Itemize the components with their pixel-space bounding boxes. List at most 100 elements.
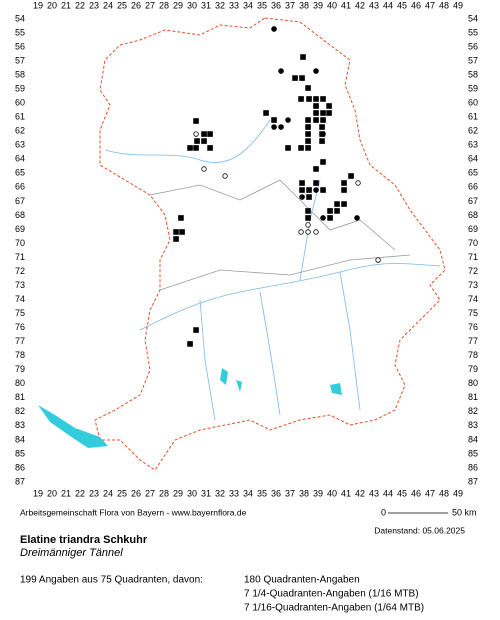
rivers (104, 119, 441, 421)
quadrant-record (299, 187, 305, 193)
sixteenth-record (375, 257, 381, 263)
sixteenth-record (201, 166, 207, 172)
row-label: 75 (15, 308, 25, 318)
column-label: 45 (397, 488, 407, 498)
species: Elatine triandra Schkuhr (20, 534, 148, 546)
quarter-record (313, 68, 319, 74)
quarter-record (278, 124, 284, 130)
column-label: 39 (313, 488, 323, 498)
quadrant-record (305, 208, 311, 214)
river (199, 299, 216, 421)
column-label: 44 (383, 0, 393, 10)
sixteenth-record (305, 222, 311, 228)
row-label: 63 (468, 140, 478, 150)
row-label: 82 (468, 406, 478, 416)
sixteenth-record (305, 229, 311, 235)
detail: 7 1/16-Quadranten-Angaben (1/64 MTB) (244, 603, 424, 614)
row-label: 64 (15, 154, 25, 164)
quarter-record (320, 215, 326, 221)
quadrant-record (306, 187, 312, 193)
column-label: 29 (173, 0, 183, 10)
column-label: 39 (313, 0, 323, 10)
quarter-record (299, 194, 305, 200)
row-label: 61 (468, 112, 478, 122)
row-label: 57 (15, 55, 25, 65)
row-label: 83 (15, 420, 25, 430)
column-label: 41 (341, 0, 351, 10)
column-label: 49 (453, 488, 463, 498)
quarter-record (285, 117, 291, 123)
credit: Arbeitsgemeinschaft Flora von Bayern - w… (20, 507, 247, 517)
row-label: 78 (468, 350, 478, 360)
column-label: 20 (47, 488, 57, 498)
row-label: 81 (15, 392, 25, 402)
quadrant-record (193, 327, 199, 333)
river (339, 271, 361, 411)
row-label: 58 (15, 69, 25, 79)
quadrant-record (341, 187, 347, 193)
quadrant-record (341, 180, 347, 186)
column-label: 34 (243, 488, 253, 498)
column-label: 38 (299, 0, 309, 10)
column-label: 35 (257, 488, 267, 498)
row-label: 70 (468, 238, 478, 248)
row-label: 59 (15, 84, 25, 94)
quadrant-record (201, 138, 207, 144)
column-label: 28 (159, 488, 169, 498)
row-label: 80 (15, 378, 25, 388)
row-label: 87 (468, 476, 478, 486)
row-label: 63 (15, 140, 25, 150)
column-label: 44 (383, 488, 393, 498)
river (139, 263, 441, 331)
row-label: 86 (15, 462, 25, 472)
row-label: 76 (468, 322, 478, 332)
quadrant-record (319, 138, 325, 144)
column-label: 45 (397, 0, 407, 10)
quadrant-record (298, 96, 304, 102)
quadrant-record (194, 138, 200, 144)
column-label: 37 (285, 0, 295, 10)
quadrant-record (313, 117, 319, 123)
column-label: 21 (61, 0, 71, 10)
column-label: 47 (425, 488, 435, 498)
row-label: 72 (468, 266, 478, 276)
quadrant-record (173, 236, 179, 242)
lake (38, 405, 108, 448)
quadrant-record (187, 341, 193, 347)
quadrant-record (305, 145, 311, 151)
row-label: 77 (468, 336, 478, 346)
row-label: 60 (468, 98, 478, 108)
row-label: 64 (468, 154, 478, 164)
quadrant-record (306, 194, 312, 200)
quadrant-record (326, 110, 332, 116)
column-label: 33 (229, 488, 239, 498)
quadrant-record (334, 208, 340, 214)
row-label: 76 (15, 322, 25, 332)
column-label: 32 (215, 0, 225, 10)
column-label: 40 (327, 0, 337, 10)
column-label: 43 (369, 0, 379, 10)
quadrant-record (305, 85, 311, 91)
column-label: 25 (117, 0, 127, 10)
row-label: 60 (15, 98, 25, 108)
summary: 199 Angaben aus 75 Quadranten, davon: (20, 575, 203, 586)
quarter-record (271, 124, 277, 130)
row-label: 72 (15, 266, 25, 276)
column-label: 33 (229, 0, 239, 10)
river (259, 291, 281, 416)
row-label: 65 (468, 168, 478, 178)
quadrant-record (285, 145, 291, 151)
column-label: 38 (299, 488, 309, 498)
row-label: 59 (468, 84, 478, 94)
river (104, 119, 271, 163)
sixteenth-record (298, 229, 304, 235)
quadrant-record (263, 110, 269, 116)
quadrant-record (207, 145, 213, 151)
row-label: 68 (15, 210, 25, 220)
quadrant-record (313, 96, 319, 102)
quadrant-record (305, 215, 311, 221)
quadrant-record (305, 124, 311, 130)
column-label: 22 (75, 0, 85, 10)
column-label: 48 (439, 488, 449, 498)
column-label: 32 (215, 488, 225, 498)
